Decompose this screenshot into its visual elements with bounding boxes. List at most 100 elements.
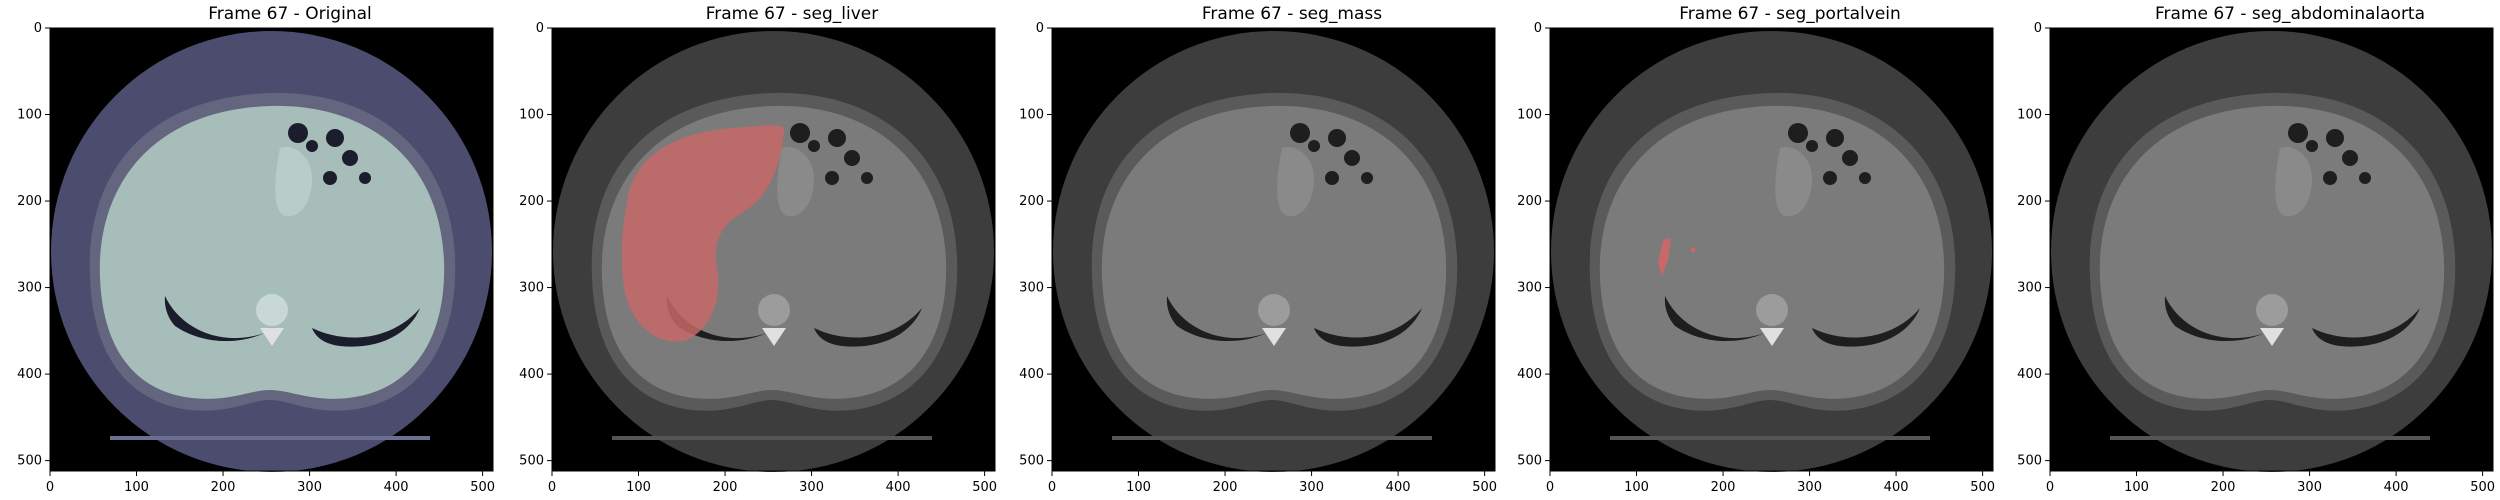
y-tick-label: 500 [1019,454,1044,469]
spinous-process [762,328,786,346]
x-tick-label: 400 [384,480,409,495]
x-tick-label: 100 [2124,480,2149,495]
stomach [275,147,312,217]
table-line [612,436,932,440]
bowel-gas [1842,150,1858,166]
vertebra [1756,294,1788,326]
x-tick-label: 300 [799,480,824,495]
lung-base-right [2312,308,2420,347]
panel-seg-mass: Frame 67 - seg_mass 0 100 200 300 400 500 0 100… [1019,0,1532,500]
x-tick-label: 200 [1213,480,1238,495]
bowel-gas [326,129,344,147]
stomach [1775,147,1812,217]
stomach [1277,147,1314,217]
y-tick-label: 200 [2017,194,2042,209]
y-tick-label: 300 [1019,281,1044,296]
axes-frame [1051,27,1496,472]
x-tick-label: 500 [972,480,997,495]
lung-base-left [1664,296,1765,342]
bowel-gas [323,171,337,185]
stomach [2275,147,2312,217]
bowel-gas [790,123,810,143]
x-tick-label: 500 [1970,480,1995,495]
y-tick-label: 100 [17,108,42,123]
x-tick-label: 400 [1386,480,1411,495]
abdomen [1101,105,1447,399]
y-tick-label: 400 [1019,367,1044,382]
lung-base-right [312,308,420,347]
abdomen [99,105,445,399]
y-tick-label: 0 [536,21,544,36]
liver-mask [621,125,784,342]
bowel-gas [1328,129,1346,147]
x-tick-label: 300 [2297,480,2322,495]
vertebra [758,294,790,326]
y-tick-label: 300 [17,281,42,296]
lung-base-left [2164,296,2265,342]
ct-image-plot: 0 100 200 300 400 500 0 100 200 300 400 500 [2017,21,2495,495]
spinous-process [1760,328,1784,346]
x-tick-label: 100 [1624,480,1649,495]
y-tick-label: 400 [519,367,544,382]
bowel-gas [1290,123,1310,143]
x-tick-label: 400 [1884,480,1909,495]
panel-title: Frame 67 - Original [208,4,372,24]
ct-image-plot: 0 100 200 300 400 500 0 100 200 300 400 500 [17,21,495,495]
y-tick-label: 400 [17,367,42,382]
x-tick-label: 300 [297,480,322,495]
bowel-gas [2326,129,2344,147]
x-tick-label: 100 [124,480,149,495]
bowel-gas [2342,150,2358,166]
portal-vein-mask [1658,238,1671,276]
bowel-gas [1823,171,1837,185]
spinous-process [1262,328,1286,346]
ct-image-plot: 0 100 200 300 400 500 0 100 200 300 400 500 [1517,21,1995,495]
bowel-gas [1308,140,1320,152]
bowel-gas [2359,172,2371,184]
bowel-gas [825,171,839,185]
x-tick-label: 500 [2470,480,2495,495]
x-tick-label: 200 [1711,480,1736,495]
bowel-gas [844,150,860,166]
x-tick-label: 500 [470,480,495,495]
x-tick-label: 200 [2211,480,2236,495]
bowel-gas [861,172,873,184]
table-line [1610,436,1930,440]
abdomen [2099,105,2445,399]
bowel-gas [1826,129,1844,147]
panel-seg-portalvein: Frame 67 - seg_portalvein 0 100 200 300 400 5… [1517,0,2030,500]
bowel-gas [1859,172,1871,184]
axes-frame [2049,27,2494,472]
x-tick-label: 300 [1299,480,1324,495]
table-line [1112,436,1432,440]
panel-title: Frame 67 - seg_abdominalaorta [2154,4,2426,24]
y-tick-label: 200 [1517,194,1542,209]
axes-frame [1549,27,1994,472]
axes-frame [551,27,996,472]
vertebra [2256,294,2288,326]
lung-base-left [1166,296,1267,342]
y-tick-label: 0 [34,21,42,36]
ct-image [552,28,995,472]
x-tick-label: 0 [548,480,556,495]
y-tick-label: 500 [519,454,544,469]
x-tick-label: 400 [886,480,911,495]
y-tick-label: 0 [1036,21,1044,36]
y-tick-label: 0 [1534,21,1542,36]
bowel-gas [1788,123,1808,143]
y-tick-label: 100 [519,108,544,123]
bowel-gas [1806,140,1818,152]
y-tick-label: 200 [519,194,544,209]
x-tick-label: 0 [1048,480,1056,495]
panel-title: Frame 67 - seg_mass [1201,4,1383,24]
x-tick-label: 0 [1546,480,1554,495]
bowel-gas [828,129,846,147]
ct-image-plot: 0 100 200 300 400 500 0 100 200 300 400 500 [519,21,997,495]
bowel-gas [2323,171,2337,185]
lung-base-right [1812,308,1920,347]
axes-frame [49,27,494,472]
panel-original: Frame 67 - Original 0 100 200 300 400 500 0 100… [17,0,530,500]
x-tick-label: 0 [2046,480,2054,495]
y-tick-label: 300 [2017,281,2042,296]
bowel-gas [1361,172,1373,184]
